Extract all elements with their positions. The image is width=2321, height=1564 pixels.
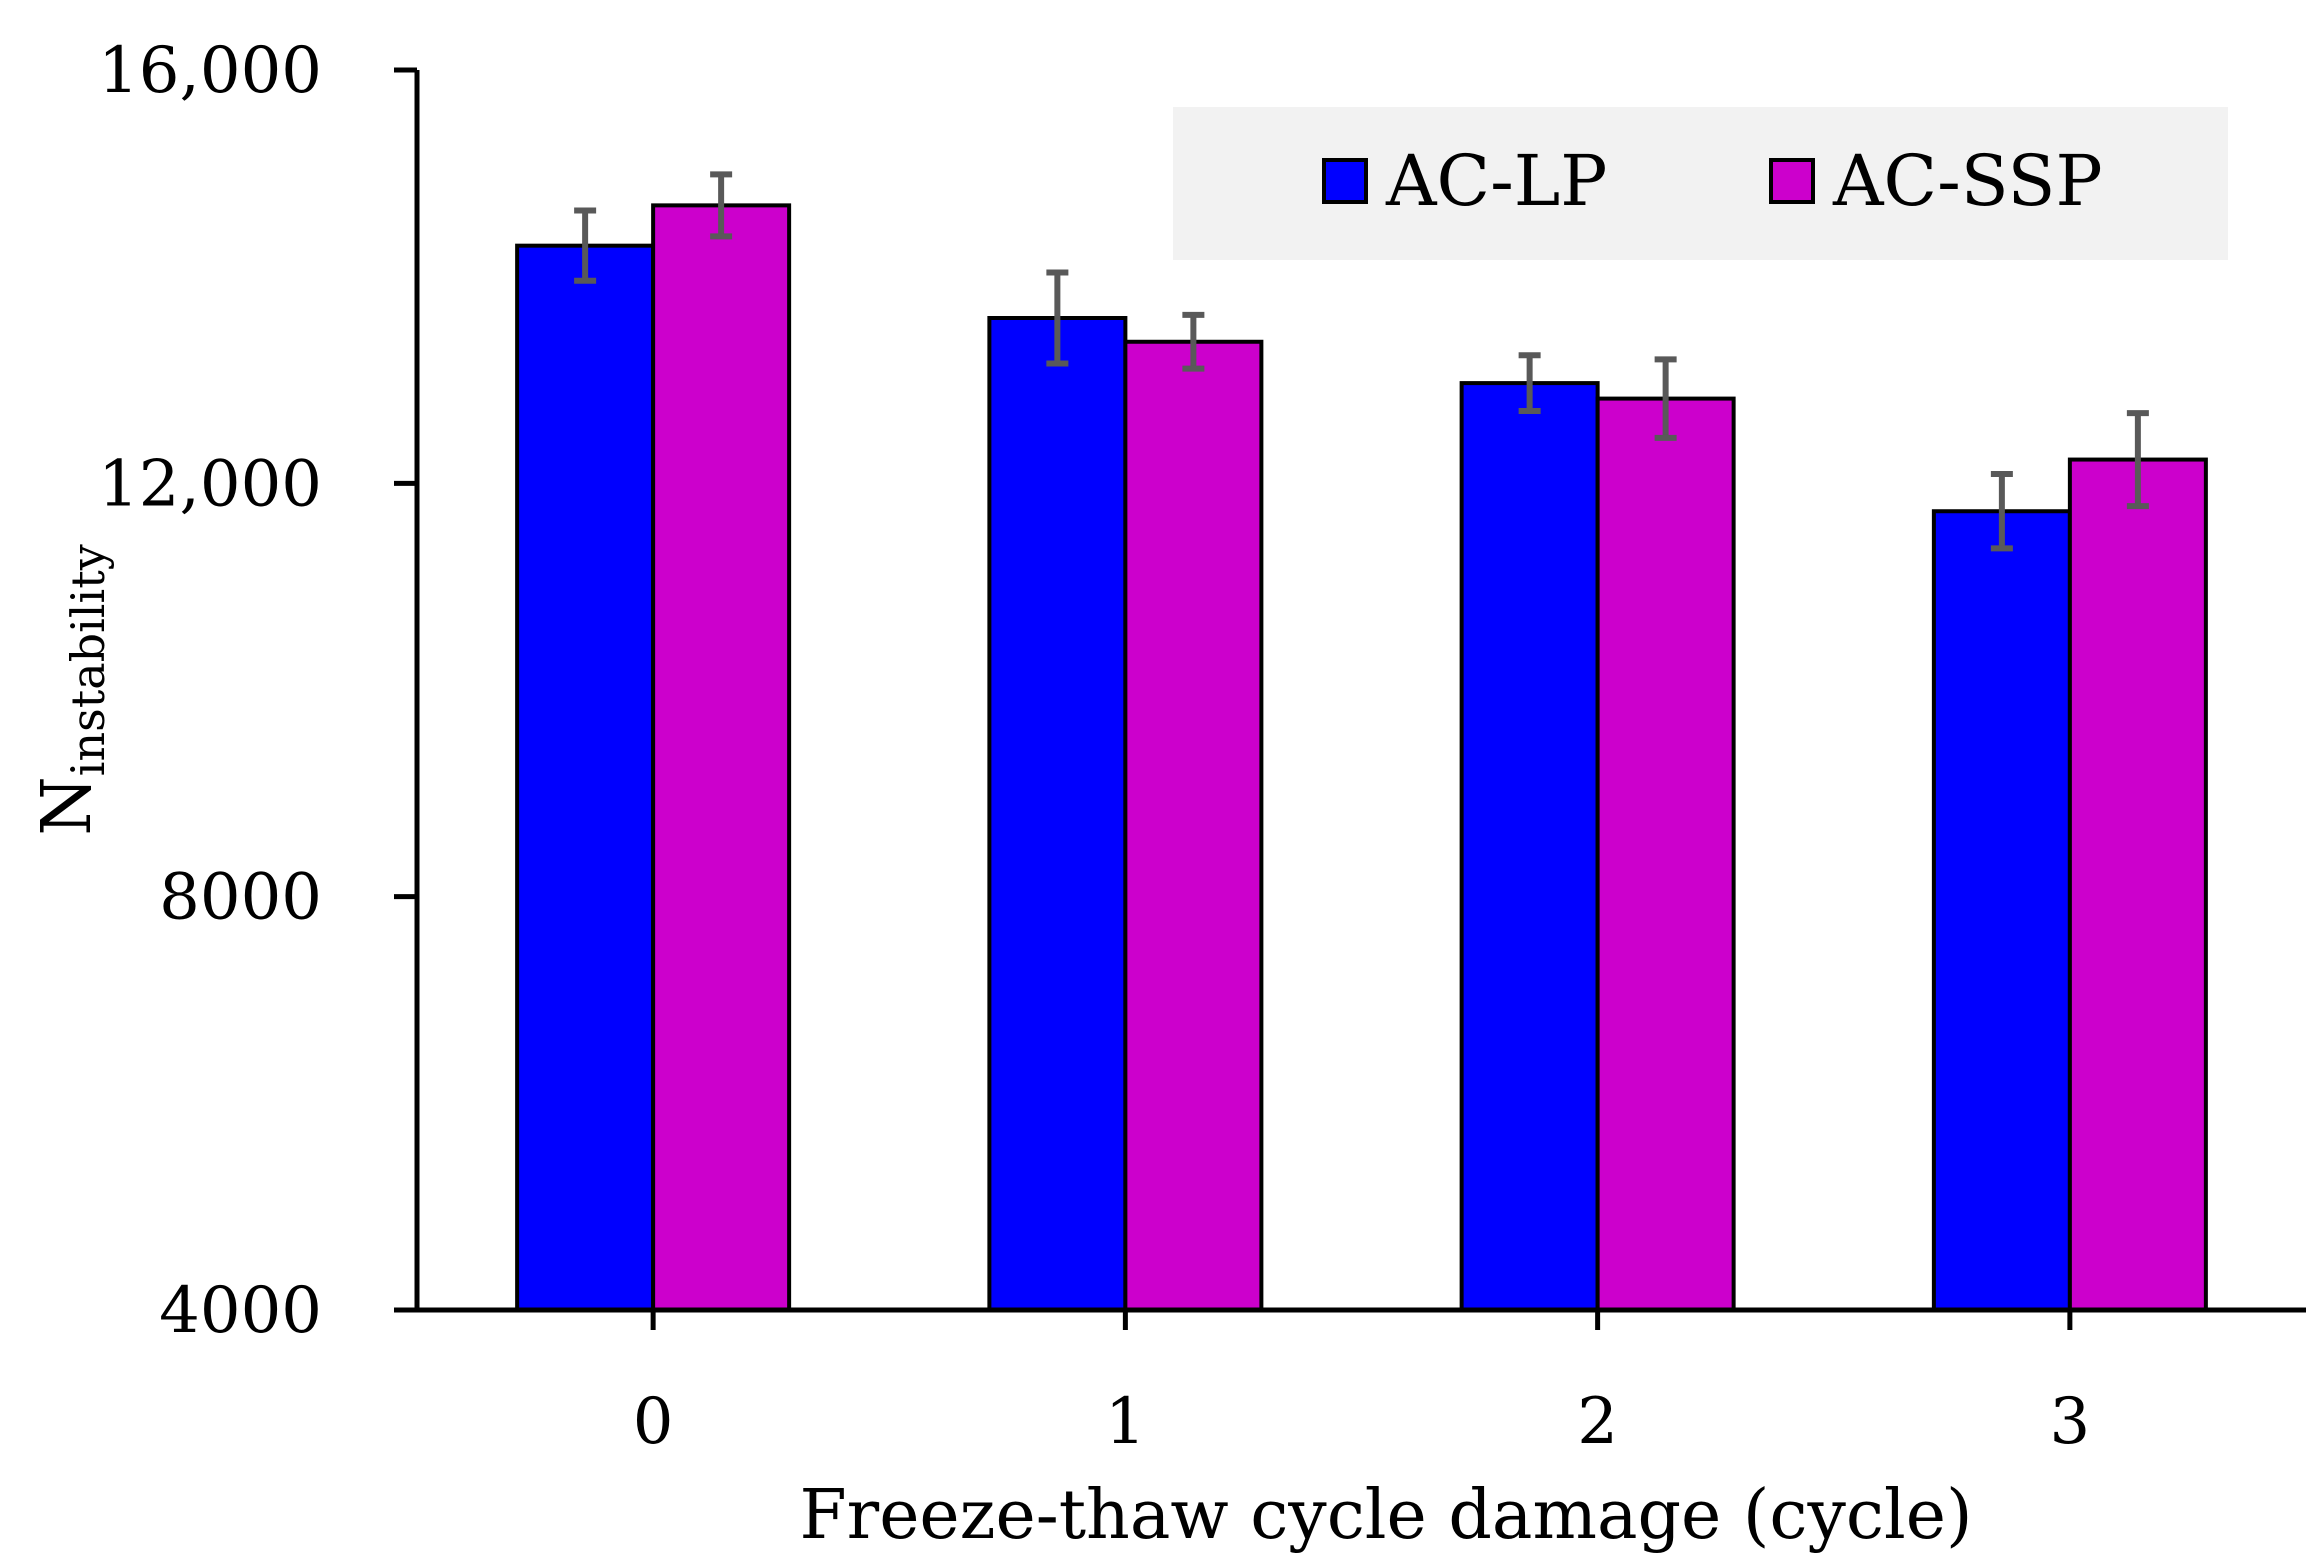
legend-label-ac-ssp: AC-SSP	[1832, 140, 2103, 222]
bars-group	[515, 203, 2208, 1313]
legend-swatch-ac-lp	[1322, 158, 1368, 204]
error-bars-group	[574, 171, 2149, 552]
y-axis-title-subscript: instability	[61, 544, 115, 776]
y-axis-title: Ninstability	[28, 544, 115, 835]
legend-label-ac-lp: AC-LP	[1385, 140, 1607, 222]
legend-swatch-ac-ssp	[1769, 158, 1815, 204]
bar-ac-lp-0	[515, 243, 656, 1313]
x-tick-label-1: 1	[1105, 1385, 1146, 1459]
bar-ac-ssp-0	[651, 203, 792, 1312]
y-tick-label-16000: 16,000	[98, 34, 322, 108]
y-axis-title-main: N	[28, 776, 107, 836]
y-tick-label-8000: 8000	[159, 861, 322, 935]
bar-ac-ssp-1	[1123, 339, 1264, 1312]
bar-ac-ssp-2	[1595, 396, 1736, 1313]
y-ticks-group: 4000 8000 12,000 16,000	[98, 34, 417, 1348]
x-tick-label-3: 3	[2050, 1385, 2091, 1459]
x-tick-label-2: 2	[1577, 1385, 1618, 1459]
bar-ac-ssp-3	[2067, 457, 2208, 1313]
y-tick-label-4000: 4000	[159, 1274, 322, 1348]
bar-ac-lp-2	[1459, 381, 1600, 1313]
x-axis-title: Freeze-thaw cycle damage (cycle)	[800, 1476, 1973, 1555]
bar-ac-lp-1	[987, 316, 1128, 1312]
x-tick-label-0: 0	[633, 1385, 674, 1459]
x-ticks-group: 0 1 2 3	[633, 1310, 2090, 1459]
bar-ac-lp-3	[1931, 509, 2072, 1312]
y-tick-label-12000: 12,000	[98, 447, 322, 521]
legend: AC-LP AC-SSP	[1322, 140, 2103, 222]
